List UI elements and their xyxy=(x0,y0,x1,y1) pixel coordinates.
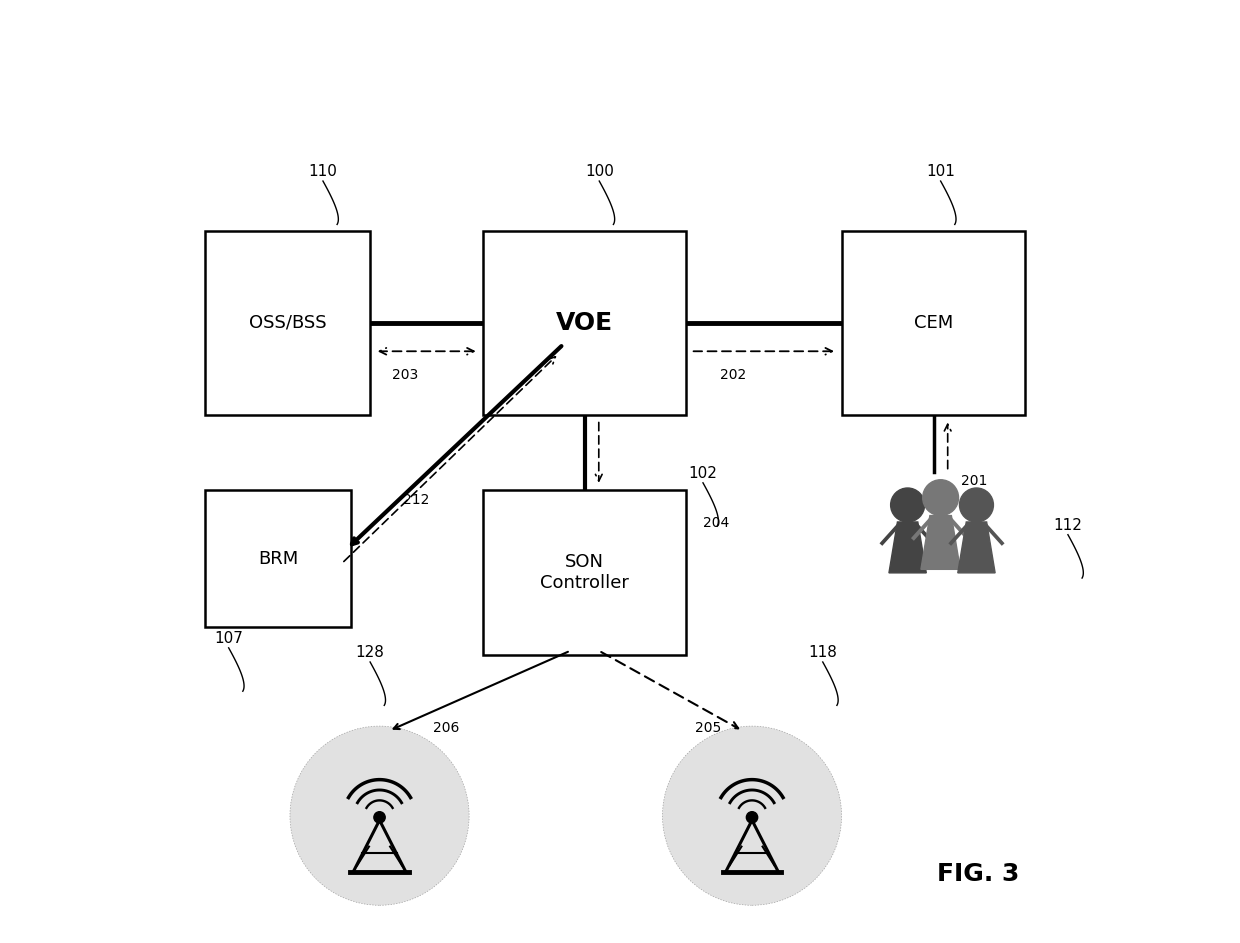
Text: 112: 112 xyxy=(1054,518,1083,533)
Text: 107: 107 xyxy=(215,631,243,646)
Text: 206: 206 xyxy=(433,721,460,735)
Bar xyxy=(205,490,351,627)
Text: BRM: BRM xyxy=(258,550,299,568)
Bar xyxy=(205,231,370,415)
Circle shape xyxy=(960,488,993,522)
Text: OSS/BSS: OSS/BSS xyxy=(249,314,326,332)
Text: 205: 205 xyxy=(696,721,722,735)
Circle shape xyxy=(662,726,842,905)
Circle shape xyxy=(290,726,469,905)
Polygon shape xyxy=(957,521,996,573)
Text: 202: 202 xyxy=(720,368,746,382)
Text: 204: 204 xyxy=(703,517,729,530)
Text: 100: 100 xyxy=(585,164,614,179)
Bar xyxy=(484,231,686,415)
Text: 102: 102 xyxy=(688,466,718,481)
Bar xyxy=(484,490,686,655)
Text: 110: 110 xyxy=(309,164,337,179)
Circle shape xyxy=(890,488,925,522)
Text: 118: 118 xyxy=(808,645,837,660)
Circle shape xyxy=(923,480,959,516)
Text: 101: 101 xyxy=(926,164,955,179)
Text: CEM: CEM xyxy=(914,314,954,332)
Circle shape xyxy=(374,812,386,823)
Text: SON
Controller: SON Controller xyxy=(541,554,629,592)
Text: FIG. 3: FIG. 3 xyxy=(937,863,1019,886)
Circle shape xyxy=(746,812,758,823)
Bar xyxy=(842,231,1025,415)
Text: 203: 203 xyxy=(392,368,418,382)
Text: 201: 201 xyxy=(961,474,988,488)
Polygon shape xyxy=(889,521,926,573)
Text: 128: 128 xyxy=(356,645,384,660)
Polygon shape xyxy=(921,516,960,570)
Text: 212: 212 xyxy=(403,493,429,506)
Text: VOE: VOE xyxy=(556,311,614,335)
